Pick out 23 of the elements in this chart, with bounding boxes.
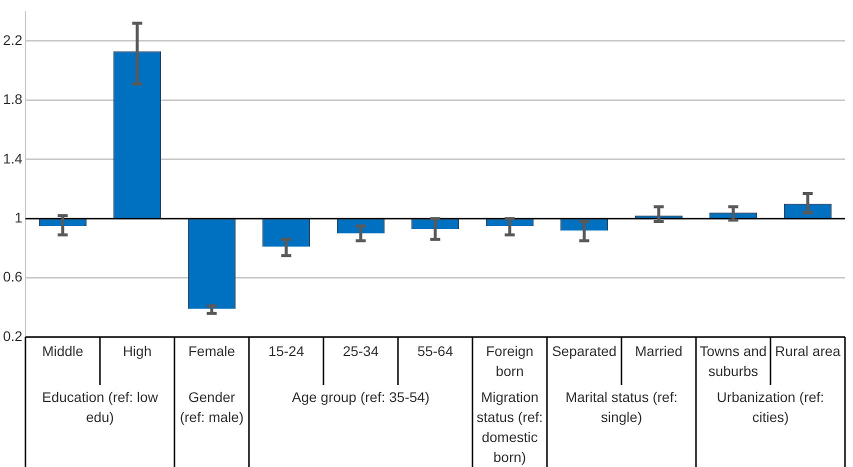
x-tick-label: Middle [42,342,84,359]
x-tick-label: 55-64 [417,342,454,359]
text: Age group (ref: 35-54) [292,388,430,405]
text: Education (ref: low edu) [42,388,159,425]
x-tick-label: Separated [552,342,617,359]
y-tick-label: 0.6 [2,268,23,285]
y-tick-label: 1 [14,209,23,226]
text: Migration status (ref: domestic born) [476,388,543,465]
x-tick-label: 15-24 [268,342,304,359]
y-tick-label: 0.2 [2,328,23,344]
y-tick-label: 1.4 [2,150,23,166]
x-tick-label: Towns and suburbs [700,342,767,379]
x-tick-label: Female [188,342,236,359]
text: Gender (ref: male) [180,388,244,425]
text: Marital status (ref: single) [565,388,678,425]
text: Urbanization (ref: cities) [716,388,824,425]
x-tick-label: Rural area [775,342,841,359]
x-tick-label: High [122,342,152,359]
x-tick-label: Foreign born [486,342,534,379]
y-tick-label: 1.8 [2,91,23,108]
x-tick-label: 25-34 [342,342,379,359]
x-tick-label: Married [635,342,682,359]
y-tick-label: 2.2 [2,32,23,48]
